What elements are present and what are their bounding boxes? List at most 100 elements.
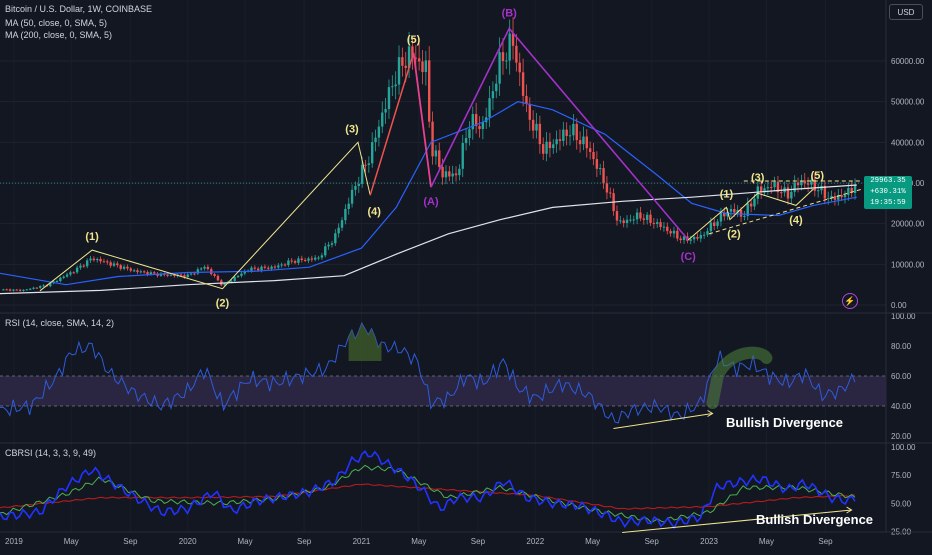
candle-body — [468, 129, 471, 139]
candle-body — [820, 185, 823, 191]
candle-body — [381, 112, 384, 127]
candle-body — [810, 179, 813, 185]
candle-body — [676, 230, 679, 239]
candle-body — [625, 219, 629, 224]
candle-body — [96, 259, 99, 261]
candle-body — [542, 144, 545, 154]
candle-body — [179, 274, 183, 276]
candle-body — [743, 215, 746, 217]
candle-body — [367, 163, 371, 165]
currency-button[interactable]: USD — [889, 4, 923, 20]
candle-body — [417, 58, 421, 62]
candle-body — [159, 273, 163, 276]
candle-body — [273, 266, 277, 268]
candle-body — [15, 289, 18, 291]
candle-body — [548, 141, 552, 149]
candle-body — [592, 151, 595, 160]
candle-body — [374, 137, 377, 143]
candle-body — [837, 195, 840, 200]
price-tick-label: 0.00 — [891, 301, 907, 310]
candle-body — [196, 269, 200, 274]
time-tick-label: 2023 — [700, 537, 718, 546]
candle-body — [240, 273, 243, 276]
candle-body — [669, 231, 672, 234]
candle-body — [642, 218, 646, 220]
candle-body — [2, 289, 5, 291]
candle-body — [256, 268, 260, 271]
cbrsi-signal-line — [0, 464, 856, 524]
rsi-line — [0, 321, 856, 424]
candle-body — [428, 60, 431, 122]
candle-body — [545, 141, 548, 154]
candle-body — [65, 274, 69, 277]
cbrsi-tick-label: 100.00 — [891, 443, 916, 452]
candle-body — [223, 283, 226, 286]
candle-body — [102, 261, 106, 263]
time-tick-label: Sep — [123, 537, 138, 546]
time-tick-label: 2021 — [353, 537, 371, 546]
candle-body — [213, 274, 216, 276]
candle-body — [639, 212, 642, 219]
candle-body — [746, 203, 749, 216]
candle-body — [106, 261, 109, 263]
bar-countdown: 19:35:59 — [870, 199, 906, 207]
rsi-highlight — [706, 346, 773, 409]
candle-body — [370, 142, 374, 164]
candle-body — [5, 289, 8, 291]
candle-body — [49, 283, 52, 287]
candle-body — [525, 95, 528, 104]
candle-body — [495, 83, 498, 92]
candle-body — [206, 266, 210, 270]
lightning-icon[interactable]: ⚡ — [842, 293, 858, 309]
candle-body — [692, 236, 696, 240]
last-price-badge: 29963.35 +630.31% 19:35:59 — [864, 176, 912, 209]
candle-body — [364, 164, 367, 166]
candle-body — [303, 259, 307, 261]
time-tick-label: Sep — [645, 537, 660, 546]
candle-body — [652, 222, 656, 224]
candle-body — [18, 289, 22, 291]
candle-body — [448, 171, 451, 177]
candle-body — [847, 187, 850, 196]
candle-body — [578, 140, 582, 145]
candle-body — [702, 234, 706, 236]
candle-body — [444, 171, 448, 178]
price-tick-label: 20000.00 — [891, 220, 925, 229]
candle-body — [471, 114, 474, 130]
time-tick-label: 2020 — [179, 537, 197, 546]
rsi-divergence-label: Bullish Divergence — [726, 415, 844, 430]
candle-body — [62, 276, 65, 278]
candle-body — [552, 144, 555, 149]
candle-body — [293, 261, 297, 263]
candle-body — [518, 62, 521, 73]
time-tick-label: Sep — [818, 537, 833, 546]
candle-body — [565, 129, 568, 136]
time-tick-label: 2019 — [5, 537, 23, 546]
candle-body — [599, 168, 602, 170]
candle-body — [186, 274, 189, 278]
candle-body — [682, 236, 686, 241]
candle-body — [572, 123, 575, 136]
wave-label: (5) — [811, 170, 825, 182]
candle-body — [12, 289, 15, 291]
candle-body — [729, 209, 733, 212]
candle-body — [116, 263, 119, 266]
ma200-legend: MA (200, close, 0, SMA, 5) — [5, 30, 113, 40]
candle-body — [759, 186, 763, 193]
candle-body — [142, 271, 146, 273]
cbrsi-title: CBRSI (14, 3, 3, 9, 49) — [5, 448, 97, 458]
candle-body — [149, 272, 153, 275]
ma200-line — [0, 184, 857, 295]
time-tick-label: May — [411, 537, 426, 546]
candle-body — [649, 214, 652, 223]
candle-body — [384, 109, 387, 113]
candle-body — [709, 222, 713, 232]
candle-body — [253, 267, 257, 269]
cbrsi-tick-label: 75.00 — [891, 471, 912, 480]
candle-body — [233, 277, 236, 281]
candle-body — [290, 260, 293, 262]
wave-label: (B) — [502, 7, 518, 19]
candle-body — [555, 139, 558, 145]
